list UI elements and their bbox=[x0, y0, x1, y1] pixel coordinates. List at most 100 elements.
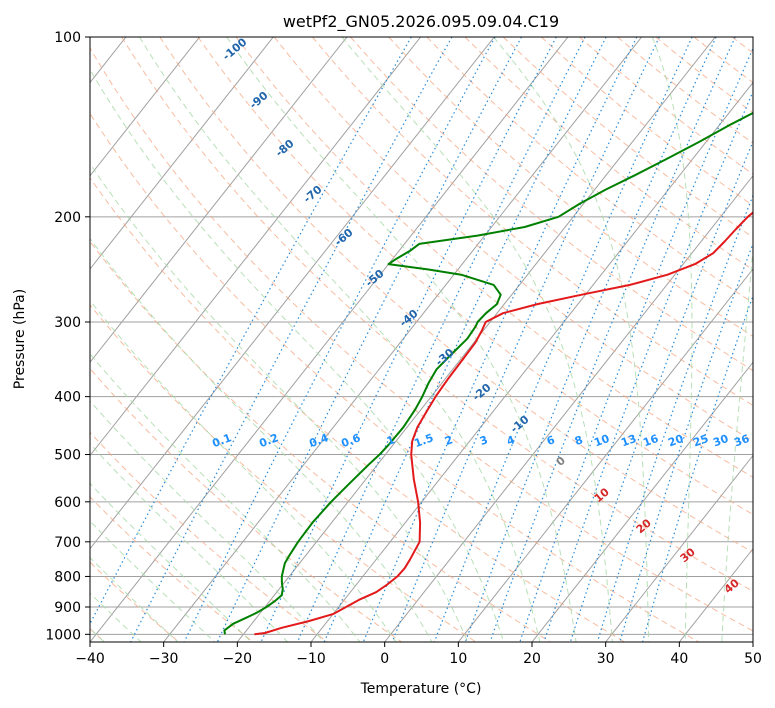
mixing-ratio-label: 6 bbox=[545, 433, 557, 448]
mixing-ratio-line bbox=[596, 193, 753, 642]
dry-adiabat-line bbox=[312, 37, 753, 407]
y-tick-label: 800 bbox=[54, 569, 81, 585]
moist-adiabat-line bbox=[90, 442, 288, 642]
moist-adiabat-line bbox=[90, 400, 325, 642]
moist-adiabat-line bbox=[90, 353, 361, 642]
moist-adiabat-line bbox=[90, 299, 397, 642]
x-tick-label: −10 bbox=[296, 651, 326, 667]
chart-title: wetPf2_GN05.2026.095.09.04.C19 bbox=[283, 12, 559, 32]
dry-adiabat-line bbox=[90, 240, 551, 642]
mixing-ratio-label: 13 bbox=[619, 432, 638, 449]
isotherm-line bbox=[90, 37, 274, 270]
mixing-ratio-label: 0.2 bbox=[257, 431, 280, 450]
isotherm-line bbox=[90, 37, 348, 364]
moist-adiabat-line bbox=[139, 37, 541, 642]
mixing-ratio-label: 0.1 bbox=[210, 431, 233, 450]
mixing-ratio-label: 10 bbox=[592, 432, 611, 450]
dry-adiabat-line bbox=[350, 37, 753, 372]
mixing-ratio-line bbox=[216, 37, 523, 642]
dry-adiabat-line bbox=[90, 496, 254, 642]
isotherm-line bbox=[163, 37, 643, 642]
dry-adiabat-line bbox=[426, 37, 753, 304]
mixing-ratio-label: 16 bbox=[641, 432, 660, 450]
y-tick-label: 100 bbox=[54, 30, 81, 46]
mixing-ratio-line bbox=[642, 294, 753, 642]
mixing-ratio-label: 0.4 bbox=[307, 431, 330, 450]
y-tick-label: 400 bbox=[54, 390, 81, 406]
mixing-ratio-line bbox=[543, 90, 753, 642]
mixing-ratio-line bbox=[362, 37, 638, 642]
x-tick-label: −30 bbox=[149, 651, 179, 667]
moist-adiabat-line bbox=[0, 37, 67, 642]
dry-adiabat-line bbox=[273, 37, 753, 442]
series-layer bbox=[223, 111, 753, 636]
moist-adiabat-line bbox=[341, 37, 613, 642]
mixing-ratio-label: 4 bbox=[505, 433, 517, 448]
mixing-ratio-label: 30 bbox=[711, 432, 730, 450]
mixing-ratio-label: 2 bbox=[443, 433, 455, 448]
moist-adiabat-line bbox=[493, 37, 650, 642]
x-tick-label: 30 bbox=[597, 651, 615, 667]
background-lines bbox=[0, 37, 775, 642]
plot-background bbox=[90, 37, 753, 642]
isotherm-line bbox=[90, 37, 495, 550]
mixing-ratio-label: 0.6 bbox=[339, 431, 362, 450]
x-axis-label: Temperature (°C) bbox=[360, 681, 482, 697]
y-tick-label: 1000 bbox=[45, 627, 81, 643]
moist-adiabat-line bbox=[90, 162, 469, 642]
mixing-ratio-line bbox=[90, 37, 412, 626]
y-tick-label: 500 bbox=[54, 448, 81, 464]
mixing-ratio-label: 25 bbox=[691, 432, 710, 449]
dry-adiabat-line bbox=[197, 37, 753, 516]
mixing-ratio-line bbox=[489, 37, 736, 642]
dry-adiabat-line bbox=[90, 304, 477, 642]
x-tick-label: 20 bbox=[523, 651, 541, 667]
axes: −40 −30 −20 −10 0 10 20 30 40 5010020030040050060… bbox=[45, 30, 762, 667]
dewpoint-profile-line bbox=[223, 111, 753, 635]
mixing-ratio-label: 36 bbox=[732, 432, 751, 450]
moist-adiabat-line bbox=[90, 592, 142, 642]
mixing-ratio-line bbox=[464, 37, 717, 642]
mixing-ratio-label: 8 bbox=[573, 433, 585, 448]
dry-adiabat-line bbox=[90, 112, 700, 642]
y-tick-label: 900 bbox=[54, 600, 81, 616]
isotherm-line bbox=[531, 361, 753, 642]
isotherm-line bbox=[605, 454, 753, 642]
mixing-ratio-label: 20 bbox=[666, 432, 685, 450]
isotherm-line bbox=[457, 268, 753, 642]
moist-adiabat-line bbox=[90, 556, 179, 642]
moist-adiabat-line bbox=[226, 37, 577, 642]
mixing-ratio-line bbox=[323, 37, 607, 642]
dry-adiabat-line bbox=[90, 561, 180, 642]
mixing-ratio-line bbox=[569, 139, 753, 642]
y-axis-label: Pressure (hPa) bbox=[12, 289, 28, 389]
dry-adiabat-line bbox=[121, 37, 753, 592]
mixing-ratio-line bbox=[296, 37, 586, 642]
dry-adiabat-line bbox=[90, 47, 753, 632]
moist-adiabat-line bbox=[90, 68, 505, 642]
dry-adiabat-line bbox=[90, 431, 328, 642]
plot-frame bbox=[89, 36, 754, 643]
moist-adiabat-line bbox=[721, 242, 753, 642]
mixing-ratio-line bbox=[260, 37, 557, 642]
y-tick-label: 700 bbox=[54, 535, 81, 551]
isotherm-line bbox=[90, 37, 201, 177]
isotherm-line bbox=[384, 174, 753, 642]
mixing-ratio-label: 1 bbox=[385, 433, 397, 448]
y-tick-label: 200 bbox=[54, 210, 81, 226]
isotherm-line bbox=[90, 37, 422, 457]
dry-adiabat-line bbox=[90, 177, 625, 642]
mixing-ratio-line bbox=[183, 37, 496, 642]
moist-adiabat-line bbox=[90, 237, 433, 642]
dry-adiabat-line bbox=[770, 37, 775, 642]
x-tick-label: −20 bbox=[223, 651, 253, 667]
mixing-ratio-label: 3 bbox=[478, 433, 490, 448]
isotherm-line bbox=[90, 37, 569, 642]
x-tick-label: −40 bbox=[75, 651, 105, 667]
y-tick-label: 600 bbox=[54, 495, 81, 511]
dry-adiabat-line bbox=[388, 37, 753, 337]
x-tick-label: 40 bbox=[670, 651, 688, 667]
x-tick-label: 0 bbox=[380, 651, 389, 667]
isotherm-line bbox=[752, 641, 753, 642]
